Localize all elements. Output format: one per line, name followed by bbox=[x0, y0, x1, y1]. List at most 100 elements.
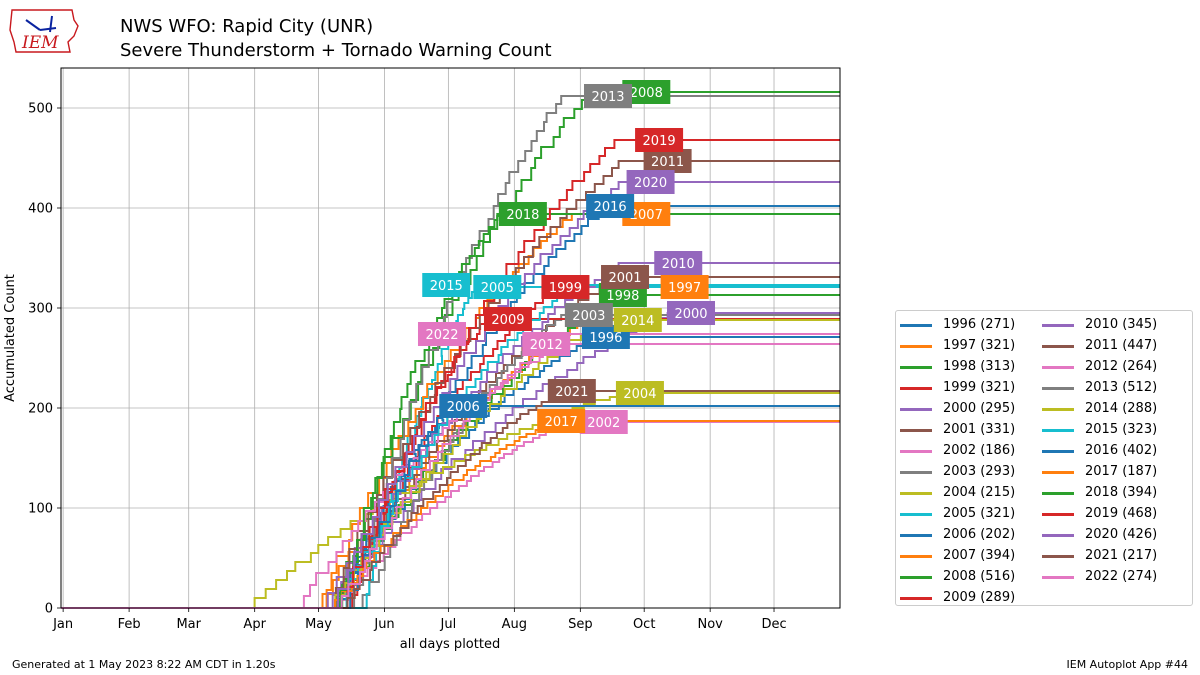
series-label-2015: 2015 bbox=[422, 273, 471, 297]
legend-swatch bbox=[1042, 492, 1074, 495]
legend-swatch bbox=[900, 471, 932, 474]
logo-text: IEM bbox=[21, 33, 59, 53]
series-label-text: 2008 bbox=[630, 86, 663, 101]
x-tick-label: Dec bbox=[761, 617, 786, 632]
legend-label: 1998 (313) bbox=[943, 359, 1016, 374]
legend-swatch bbox=[1042, 345, 1074, 348]
x-tick-label: Jun bbox=[373, 617, 394, 632]
y-tick-label: 0 bbox=[45, 602, 53, 617]
legend-label: 2000 (295) bbox=[943, 401, 1016, 416]
series-label-1997: 1997 bbox=[660, 275, 709, 299]
series-label-text: 2011 bbox=[651, 155, 684, 170]
series-label-2016: 2016 bbox=[586, 194, 635, 218]
legend-label: 2021 (217) bbox=[1085, 548, 1158, 563]
series-label-2014: 2014 bbox=[613, 308, 662, 332]
legend-label: 2020 (426) bbox=[1085, 527, 1158, 542]
series-label-text: 2022 bbox=[425, 328, 458, 343]
series-label-text: 2004 bbox=[623, 387, 656, 402]
series-label-box bbox=[473, 275, 522, 299]
legend-label: 2016 (402) bbox=[1085, 443, 1158, 458]
x-tick-label: Sep bbox=[568, 617, 593, 632]
series-label-text: 2014 bbox=[621, 314, 654, 329]
legend-swatch bbox=[1042, 387, 1074, 390]
legend-swatch bbox=[1042, 408, 1074, 411]
series-label-text: 2005 bbox=[481, 281, 514, 296]
legend-swatch bbox=[1042, 366, 1074, 369]
series-label-text: 2015 bbox=[430, 279, 463, 294]
y-tick-label: 500 bbox=[28, 102, 53, 117]
series-label-text: 2012 bbox=[530, 338, 563, 353]
series-label-box bbox=[615, 381, 664, 405]
series-label-text: 2016 bbox=[594, 200, 627, 215]
series-label-box bbox=[422, 273, 471, 297]
legend-label: 2006 (202) bbox=[943, 527, 1016, 542]
series-label-box bbox=[541, 275, 590, 299]
series-label-2005: 2005 bbox=[473, 275, 522, 299]
series-line-2016 bbox=[61, 205, 840, 609]
series-label-2020: 2020 bbox=[626, 170, 675, 194]
legend-label: 2003 (293) bbox=[943, 464, 1016, 479]
x-tick-label: Nov bbox=[697, 617, 723, 632]
series-line-2018 bbox=[61, 213, 840, 609]
series-label-text: 2001 bbox=[608, 271, 641, 286]
legend-label: 2010 (345) bbox=[1085, 317, 1158, 332]
legend-swatch bbox=[900, 408, 932, 411]
series-label-text: 2021 bbox=[555, 385, 588, 400]
series-label-text: 2010 bbox=[662, 257, 695, 272]
x-tick-label: Jul bbox=[440, 617, 457, 632]
series-label-box bbox=[417, 322, 466, 346]
legend-swatch bbox=[900, 534, 932, 537]
legend-swatch bbox=[900, 492, 932, 495]
series-label-1996: 1996 bbox=[581, 325, 630, 349]
series-label-2018: 2018 bbox=[498, 202, 547, 226]
legend-label: 1996 (271) bbox=[943, 317, 1016, 332]
series-label-box bbox=[601, 265, 650, 289]
series-label-box bbox=[654, 251, 703, 275]
series-label-text: 1999 bbox=[549, 281, 582, 296]
series-label-text: 2017 bbox=[545, 415, 578, 430]
series-label-text: 1996 bbox=[589, 331, 622, 346]
y-tick-label: 100 bbox=[28, 502, 53, 517]
series-label-2013: 2013 bbox=[584, 84, 633, 108]
series-label-box bbox=[498, 202, 547, 226]
legend-label: 1999 (321) bbox=[943, 380, 1016, 395]
legend-label: 2005 (321) bbox=[943, 506, 1016, 521]
series-label-text: 2002 bbox=[587, 416, 620, 431]
y-axis-label: Accumulated Count bbox=[3, 274, 18, 402]
series-label-text: 2007 bbox=[630, 208, 663, 223]
series-label-box bbox=[643, 149, 692, 173]
series-label-box bbox=[626, 170, 675, 194]
series-label-text: 2009 bbox=[491, 313, 524, 328]
chart-title-line1: NWS WFO: Rapid City (UNR) bbox=[120, 16, 374, 37]
legend-swatch bbox=[900, 366, 932, 369]
x-tick-label: Oct bbox=[633, 617, 655, 632]
series-label-text: 2006 bbox=[447, 400, 480, 415]
series-line-2004 bbox=[61, 392, 840, 609]
legend-swatch bbox=[900, 450, 932, 453]
y-tick-label: 400 bbox=[28, 202, 53, 217]
x-tick-label: Apr bbox=[243, 617, 266, 632]
legend-label: 2011 (447) bbox=[1085, 338, 1158, 353]
series-label-text: 2000 bbox=[674, 307, 707, 322]
x-tick-label: Jan bbox=[52, 617, 73, 632]
series-label-2010: 2010 bbox=[654, 251, 703, 275]
series-label-box bbox=[522, 332, 571, 356]
series-label-box bbox=[483, 307, 532, 331]
legend-swatch bbox=[1042, 513, 1074, 516]
series-label-2004: 2004 bbox=[615, 381, 664, 405]
footer-generated-text: Generated at 1 May 2023 8:22 AM CDT in 1… bbox=[12, 658, 276, 671]
legend-label: 1997 (321) bbox=[943, 338, 1016, 353]
legend-label: 2019 (468) bbox=[1085, 506, 1158, 521]
series-label-text: 2013 bbox=[591, 90, 624, 105]
legend-swatch bbox=[1042, 429, 1074, 432]
chart-title-line2: Severe Thunderstorm + Tornado Warning Co… bbox=[120, 40, 552, 61]
series-label-2000: 2000 bbox=[667, 301, 716, 325]
legend-swatch bbox=[900, 429, 932, 432]
series-label-2012: 2012 bbox=[522, 332, 571, 356]
x-tick-label: Mar bbox=[176, 617, 201, 632]
series-label-box bbox=[439, 394, 488, 418]
series-label-box bbox=[537, 409, 586, 433]
legend-label: 2001 (331) bbox=[943, 422, 1016, 437]
legend-swatch bbox=[900, 597, 932, 600]
series-line-2021 bbox=[61, 390, 840, 609]
